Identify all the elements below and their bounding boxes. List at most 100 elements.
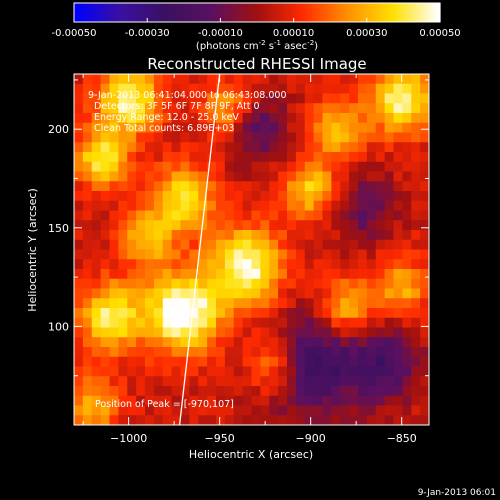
heatmap-cell [171,405,182,416]
heatmap-cell [109,83,119,94]
heatmap-cell [180,161,190,172]
heatmap-cell [224,288,235,299]
heatmap-cell [91,249,102,260]
heatmap-cell [313,161,324,172]
heatmap-cell [233,269,244,280]
heatmap-cell [82,376,93,387]
heatmap-cell [411,93,421,104]
heatmap-cell [162,142,173,153]
heatmap-cell [233,327,244,338]
heatmap-cell [127,366,137,377]
heatmap-cell [242,220,253,231]
heatmap-cell [233,191,244,202]
heatmap-cell [100,113,111,124]
heatmap-cell [207,298,217,309]
heatmap-cell [109,210,119,221]
heatmap-cell [420,103,430,114]
heatmap-cell [251,356,261,367]
heatmap-cell [287,376,297,387]
heatmap-cell [251,74,261,85]
heatmap-cell [74,210,84,221]
heatmap-cell [180,93,190,104]
heatmap-cell [118,210,128,221]
heatmap-cell [278,83,288,94]
heatmap-cell [295,259,306,270]
heatmap-cell [260,356,270,367]
heatmap-cell [118,405,128,416]
heatmap-cell [109,327,119,338]
heatmap-cell [278,298,288,309]
heatmap-cell [331,239,341,250]
heatmap-cell [411,200,421,211]
heatmap-cell [304,113,315,124]
heatmap-cell [331,200,341,211]
heatmap-cell [278,161,288,172]
colorbar-cell [369,3,374,22]
heatmap-cell [402,191,412,202]
heatmap-cell [136,327,146,338]
heatmap-cell [287,317,297,328]
heatmap-cell [216,269,226,280]
heatmap-cell [402,200,412,211]
heatmap-cell [198,181,208,192]
heatmap-cell [375,220,386,231]
heatmap-cell [224,395,235,406]
heatmap-cell [224,210,235,221]
colorbar-cell [299,3,304,22]
heatmap-cell [162,327,173,338]
heatmap-cell [251,93,261,104]
heatmap-cell [127,200,137,211]
heatmap-cell [402,132,412,143]
heatmap-cell [384,308,395,319]
heatmap-cell [411,288,421,299]
heatmap-cell [375,83,386,94]
colorbar-cell [223,3,228,22]
heatmap-cell [127,171,137,182]
colorbar-cell [229,3,234,22]
heatmap-cell [304,249,315,260]
heatmap-cell [207,210,217,221]
heatmap-cell [304,74,315,85]
heatmap-cell [233,122,244,133]
heatmap-cell [198,337,208,348]
heatmap-cell [304,161,315,172]
heatmap-cell [153,220,164,231]
heatmap-cell [224,317,235,328]
heatmap-cell [384,337,395,348]
heatmap-cell [269,288,279,299]
heatmap-cell [251,386,261,397]
heatmap-cell [91,278,102,289]
heatmap-cell [384,249,395,260]
heatmap-cell [375,269,386,280]
heatmap-cell [393,83,403,94]
heatmap-cell [340,142,350,153]
heatmap-cell [393,74,403,85]
heatmap-cell [91,356,102,367]
heatmap-cell [136,366,146,377]
heatmap-cell [251,200,261,211]
heatmap-cell [375,288,386,299]
colorbar-cell [125,3,130,22]
heatmap-cell [322,347,332,358]
heatmap-cell [136,356,146,367]
colorbar-cell [199,3,203,22]
heatmap-cell [287,347,297,358]
heatmap-cell [224,337,235,348]
colorbar-cell [180,3,185,22]
heatmap-cell [313,376,324,387]
heatmap-cell [278,220,288,231]
heatmap-cell [189,376,199,387]
heatmap-cell [260,152,270,163]
heatmap-cell [216,405,226,416]
heatmap-cell [74,152,84,163]
heatmap-cell [198,395,208,406]
heatmap-cell [358,386,368,397]
heatmap-cell [162,395,173,406]
heatmap-cell [82,259,93,270]
heatmap-cell [287,93,297,104]
heatmap-cell [340,405,350,416]
heatmap-cell [242,74,253,85]
heatmap-cell [127,376,137,387]
heatmap-cell [162,181,173,192]
heatmap-cell [384,278,395,289]
